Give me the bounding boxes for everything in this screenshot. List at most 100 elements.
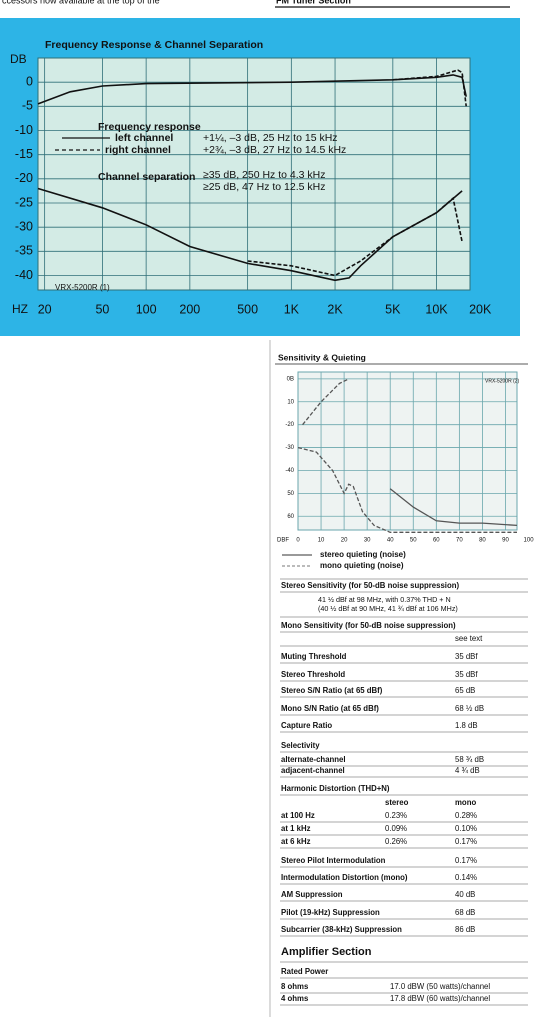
spec-value: see text (455, 634, 483, 643)
spec-value: 35 dBf (455, 670, 478, 679)
x-tick-label: 80 (479, 538, 486, 544)
y-tick-label: -20 (285, 422, 294, 428)
x-tick-label: 90 (502, 538, 509, 544)
x-tick-label: 50 (410, 538, 417, 544)
body-text: ccessors now available at the top of the (2, 0, 160, 5)
y-tick-label: 50 (287, 491, 294, 497)
spec-value: 4 ¾ dB (455, 766, 480, 775)
plot-area (297, 371, 518, 531)
legend-text: Channel separation (98, 171, 195, 183)
x-tick-label: 20 (341, 538, 348, 544)
y-tick-label: -35 (15, 244, 33, 258)
spec-value: 0.26% (385, 837, 407, 846)
chart-id: VRX-5200R (2) (485, 378, 520, 384)
spec-value: 68 dB (455, 908, 475, 917)
legend-text: left channel (115, 132, 173, 144)
legend-text: right channel (105, 144, 171, 156)
spec-label: Subcarrier (38-kHz) Suppression (281, 925, 402, 934)
legend-text: mono quieting (noise) (320, 561, 404, 570)
y-axis-label: DB (10, 52, 27, 66)
section-heading: Amplifier Section (281, 946, 372, 958)
column-head: mono (455, 798, 476, 807)
legend-text: stereo quieting (noise) (320, 550, 406, 559)
y-tick-label: -20 (15, 171, 33, 185)
spec-value: 0.09% (385, 824, 407, 833)
spec-label: Stereo Threshold (281, 670, 345, 679)
spec-value: 17.8 dBW (60 watts)/channel (390, 994, 490, 1003)
x-tick-label: 10 (318, 538, 325, 544)
spec-label: 8 ohms (281, 982, 309, 991)
x-tick-label: 2K (327, 302, 343, 316)
spec-heading: Harmonic Distortion (THD+N) (281, 784, 390, 793)
spec-label: at 100 Hz (281, 811, 315, 820)
spec-value: 0.23% (385, 811, 407, 820)
x-tick-label: 200 (179, 302, 200, 316)
legend-text: +1¼, –3 dB, 25 Hz to 15 kHz (203, 132, 338, 144)
y-tick-label: 10 (287, 399, 294, 405)
x-tick-label: 70 (456, 538, 463, 544)
y-tick-label: -30 (15, 219, 33, 233)
curve (392, 69, 467, 107)
spec-label: Muting Threshold (281, 652, 347, 661)
y-tick-label: -40 (285, 468, 294, 474)
spec-value: 17.0 dBW (50 watts)/channel (390, 982, 490, 991)
chart-title: Sensitivity & Quieting (278, 352, 366, 362)
x-tick-label: 500 (237, 302, 258, 316)
spec-value: 0.28% (455, 811, 477, 820)
spec-label: 4 ohms (281, 994, 309, 1003)
spec-heading: Rated Power (281, 967, 328, 976)
y-tick-label: 0 (26, 74, 33, 88)
x-tick-label: 60 (433, 538, 440, 544)
chart-title: Frequency Response & Channel Separation (45, 39, 263, 51)
y-tick-label: -15 (15, 147, 33, 161)
y-tick-label: 60 (287, 514, 294, 520)
x-tick-label: 30 (364, 538, 371, 544)
spec-text: 41 ½ dBf at 98 MHz, with 0.37% THD + N (318, 595, 451, 604)
x-tick-label: 100 (136, 302, 157, 316)
curve (37, 187, 463, 282)
spec-heading: Stereo Sensitivity (for 50-dB noise supp… (281, 581, 459, 590)
spec-value: 1.8 dB (455, 721, 478, 730)
x-tick-label: 10K (425, 302, 448, 316)
y-tick-label: -40 (15, 268, 33, 282)
curve (302, 378, 349, 426)
spec-label: Intermodulation Distortion (mono) (281, 873, 408, 882)
spec-value: 0.14% (455, 873, 477, 882)
spec-text: (40 ½ dBf at 90 MHz, 41 ¾ dBf at 106 MHz… (318, 604, 458, 613)
x-axis-label: HZ (12, 302, 28, 316)
x-axis-label: DBF (277, 538, 289, 544)
spec-value: 86 dB (455, 925, 475, 934)
y-tick-label: -30 (285, 445, 294, 451)
legend-text: Frequency response (98, 121, 201, 133)
spec-value: 35 dBf (455, 652, 478, 661)
x-tick-label: 0 (296, 538, 300, 544)
legend-text: ≥25 dB, 47 Hz to 12.5 kHz (203, 181, 326, 193)
curve (389, 488, 518, 527)
spec-heading: Mono Sensitivity (for 50-dB noise suppre… (281, 621, 456, 630)
x-tick-label: 50 (95, 302, 109, 316)
y-tick-label: 0B (287, 376, 294, 382)
spec-label: Pilot (19-kHz) Suppression (281, 908, 380, 917)
chart-id: VRX-5200R (1) (55, 283, 110, 292)
spec-value: 68 ½ dB (455, 704, 484, 713)
x-tick-label: 1K (284, 302, 300, 316)
spec-label: Stereo S/N Ratio (at 65 dBf) (281, 686, 383, 695)
spec-value: 0.17% (455, 856, 477, 865)
spec-value: 0.17% (455, 837, 477, 846)
spec-value: 65 dB (455, 686, 475, 695)
y-tick-label: -5 (22, 99, 33, 113)
x-tick-label: 5K (385, 302, 401, 316)
spec-value: 40 dB (455, 890, 475, 899)
curve (247, 196, 463, 277)
spec-label: alternate-channel (281, 755, 346, 764)
spec-label: Stereo Pilot Intermodulation (281, 856, 386, 865)
curve (297, 446, 517, 533)
x-tick-label: 20K (469, 302, 492, 316)
x-tick-label: 100 (524, 538, 534, 544)
x-tick-label: 40 (387, 538, 394, 544)
legend-text: ≥35 dB, 250 Hz to 4.3 kHz (203, 169, 326, 181)
spec-label: Mono S/N Ratio (at 65 dBf) (281, 704, 379, 713)
y-tick-label: -25 (15, 195, 33, 209)
spec-heading: Selectivity (281, 741, 320, 750)
